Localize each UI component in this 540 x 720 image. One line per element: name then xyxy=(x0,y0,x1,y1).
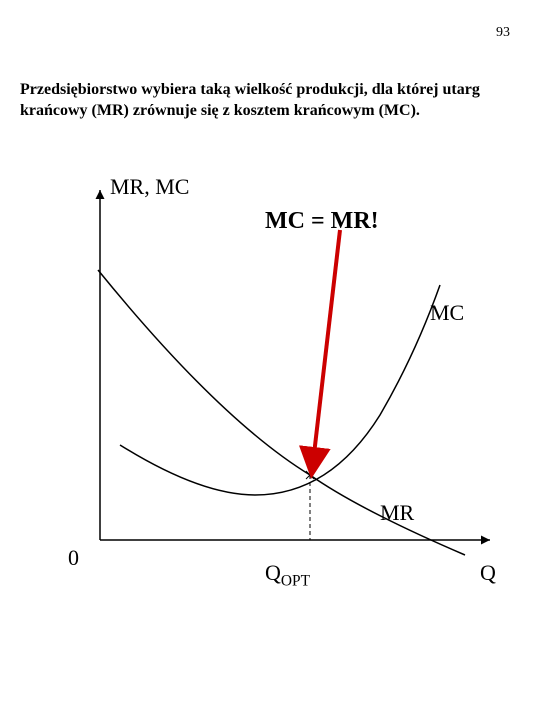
qopt-sub: OPT xyxy=(281,572,310,589)
qopt-label: QOPT xyxy=(265,560,310,590)
y-axis-label: MR, MC xyxy=(110,174,189,200)
mc-curve xyxy=(120,285,440,495)
origin-label: 0 xyxy=(68,545,79,571)
red-arrow xyxy=(313,230,340,463)
mr-mc-chart: MR, MC MC = MR! MC MR 0 QOPT Q xyxy=(20,160,520,580)
mr-curve-label: MR xyxy=(380,500,414,526)
equation-label: MC = MR! xyxy=(265,208,379,235)
description-text: Przedsiębiorstwo wybiera taką wielkość p… xyxy=(20,80,520,122)
x-axis-label: Q xyxy=(480,560,496,586)
mc-curve-label: MC xyxy=(430,300,464,326)
qopt-prefix: Q xyxy=(265,560,281,585)
page-number: 93 xyxy=(496,25,510,41)
